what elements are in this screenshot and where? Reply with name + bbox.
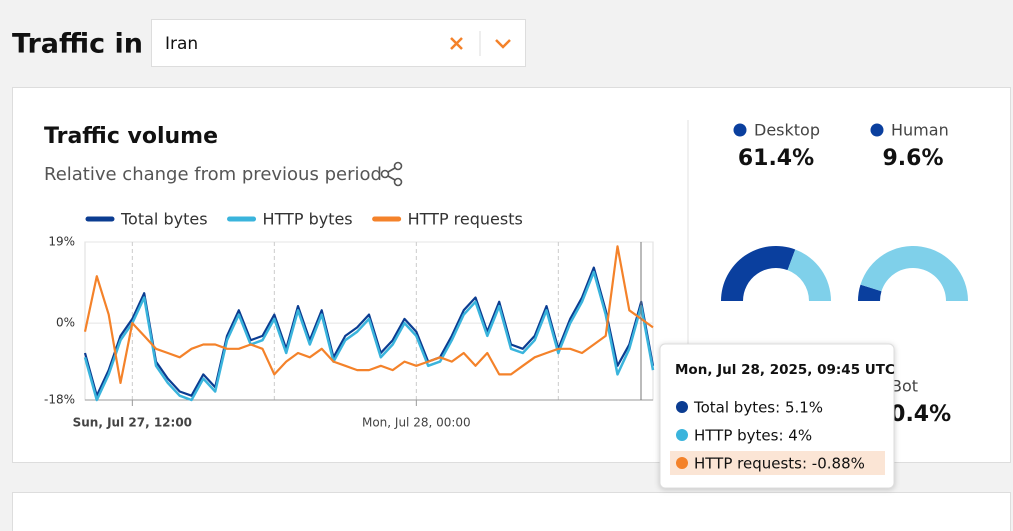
line-chart: -18% 0% 19% Sun, Jul 27, 12:00 Mon, Jul 28, … bbox=[44, 210, 655, 430]
legend-label: HTTP requests bbox=[408, 210, 523, 229]
tooltip-dot bbox=[676, 401, 688, 413]
card bbox=[12, 492, 1011, 531]
gauge-value: 61.4% bbox=[738, 146, 814, 171]
y-tick-label: 0% bbox=[56, 316, 75, 330]
tooltip-item: Total bytes: 5.1% bbox=[693, 399, 823, 417]
select-box[interactable] bbox=[151, 19, 526, 67]
x-tick-label: Sun, Jul 27, 12:00 bbox=[73, 416, 192, 430]
tooltip-title: Mon, Jul 28, 2025, 09:45 UTC bbox=[675, 362, 895, 378]
tooltip-dot bbox=[676, 457, 688, 469]
tooltip: Mon, Jul 28, 2025, 09:45 UTC Total bytes… bbox=[659, 343, 895, 489]
tooltip-highlight bbox=[670, 451, 885, 475]
page-title: Traffic in bbox=[12, 29, 143, 60]
legend-dot bbox=[870, 123, 884, 137]
legend-label: Total bytes bbox=[120, 210, 208, 229]
legend-label: HTTP bytes bbox=[263, 210, 353, 229]
chart-title: Traffic volume bbox=[44, 124, 218, 149]
tooltip-item: HTTP bytes: 4% bbox=[694, 427, 812, 445]
dropdown-icon[interactable] bbox=[495, 39, 511, 49]
gauge-label: Human bbox=[891, 121, 949, 140]
clear-icon[interactable] bbox=[450, 37, 463, 50]
gauge-value: 9.6% bbox=[882, 146, 943, 171]
series-line bbox=[83, 245, 654, 384]
select-value: Iran bbox=[165, 34, 198, 54]
gauge-segment bbox=[721, 246, 796, 301]
legend-dot bbox=[733, 123, 747, 137]
tooltip-dot bbox=[676, 429, 688, 441]
gauge-segment bbox=[787, 249, 831, 301]
tooltip-item: HTTP requests: -0.88% bbox=[694, 455, 865, 473]
series-line bbox=[83, 270, 655, 402]
y-tick-label: 19% bbox=[48, 235, 75, 249]
y-tick-label: -18% bbox=[44, 393, 75, 407]
gauge-label: Bot bbox=[891, 377, 918, 396]
location-select[interactable]: Iran bbox=[151, 19, 526, 67]
gauge-segment bbox=[860, 245, 968, 301]
chart-subtitle: Relative change from previous period bbox=[44, 164, 382, 185]
gauge-segment bbox=[858, 284, 882, 301]
share-icon[interactable] bbox=[380, 161, 403, 187]
x-tick-label: Mon, Jul 28, 00:00 bbox=[362, 416, 471, 430]
gauge-label: Desktop bbox=[754, 121, 820, 140]
